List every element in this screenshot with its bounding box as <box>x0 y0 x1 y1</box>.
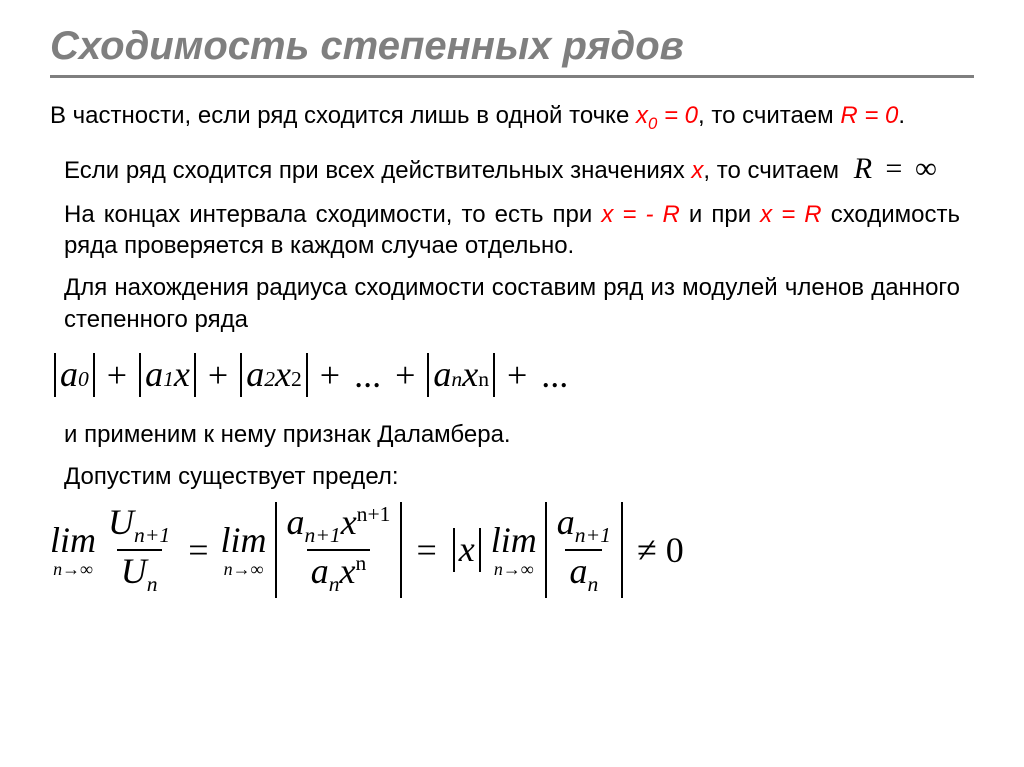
p1-sub-0: 0 <box>648 114 657 133</box>
para-5: и применим к нему признак Даламбера. <box>50 419 974 451</box>
a2-x: x <box>275 355 291 395</box>
fracU-num: Un+1 <box>104 504 174 549</box>
fracU-den: Un <box>117 549 162 596</box>
ax-a-den: a <box>311 551 329 591</box>
para-3: На концах интервала сходимости, то есть … <box>50 199 974 262</box>
para-6: Допустим существует предел: <box>50 461 974 493</box>
eq-1: = <box>188 529 208 571</box>
abs-anxn: anxn <box>427 353 495 397</box>
p3-text-b: и при <box>680 201 760 228</box>
ax-x-num: x <box>341 502 357 542</box>
r-equals-inf: R = ∞ <box>854 152 939 185</box>
lim3-sub: n→∞ <box>494 560 534 578</box>
p3-eq1: x = - R <box>601 201 680 228</box>
p1-dot: . <box>898 102 905 129</box>
frac-ax-den: anxn <box>307 549 371 596</box>
bigabs-2: an+1 an <box>545 502 623 598</box>
a2-exp: 2 <box>291 368 302 392</box>
plus-4: + <box>395 354 415 396</box>
ax-x-den: x <box>339 551 355 591</box>
bigabs-1: an+1xn+1 anxn <box>275 502 403 598</box>
frac-a-num: an+1 <box>553 504 615 549</box>
an-sub: n <box>451 368 462 392</box>
eq-2: = <box>416 529 436 571</box>
a-den-sub: n <box>587 572 598 596</box>
a0-sub: 0 <box>78 368 89 392</box>
p1-text-b: , то считаем <box>698 102 840 129</box>
p2-text-a: Если ряд сходится при всех действительны… <box>64 157 691 184</box>
p1-var-x: x <box>636 102 648 129</box>
a1-x: x <box>174 355 190 395</box>
U-den: U <box>121 551 147 591</box>
lim-2: lim n→∞ <box>221 522 267 578</box>
series-formula: a0 + a1x + a2x2 + ... + anxn + ... <box>50 353 974 397</box>
p1-eq: = 0 <box>657 102 698 129</box>
para-1: В частности, если ряд сходится лишь в од… <box>50 100 974 135</box>
lim3-text: lim <box>491 522 537 558</box>
frac-ax: an+1xn+1 anxn <box>283 504 395 596</box>
an-x: x <box>462 355 478 395</box>
para-4: Для нахождения радиуса сходимости состав… <box>50 272 974 335</box>
frac-ax-num: an+1xn+1 <box>283 504 395 549</box>
lim2-text: lim <box>221 522 267 558</box>
U-den-sub: n <box>147 572 158 596</box>
an-exp: n <box>478 368 489 392</box>
p3-text-a: На концах интервала сходимости, то есть … <box>64 201 601 228</box>
lim-3: lim n→∞ <box>491 522 537 578</box>
p1-r: R = 0 <box>840 102 898 129</box>
plus-3: + <box>320 354 340 396</box>
dots-2: ... <box>541 354 568 396</box>
U-num-sub: n+1 <box>134 523 170 547</box>
lim-1: lim n→∞ <box>50 522 96 578</box>
plus-5: + <box>507 354 527 396</box>
p2-var-x: x <box>691 157 703 184</box>
abs-a2x2: a2x2 <box>240 353 308 397</box>
a1-a: a <box>145 355 163 395</box>
a2-sub: 2 <box>264 368 275 392</box>
ax-a-num-sub: n+1 <box>305 523 341 547</box>
lim2-sub: n→∞ <box>224 560 264 578</box>
plus-1: + <box>107 354 127 396</box>
para-2: Если ряд сходится при всех действительны… <box>50 149 974 189</box>
lim1-text: lim <box>50 522 96 558</box>
ax-x-num-exp: n+1 <box>357 502 391 526</box>
ax-a-den-sub: n <box>329 572 340 596</box>
ax-x-den-exp: n <box>355 551 366 575</box>
ax-a-num: a <box>287 502 305 542</box>
a2-a: a <box>246 355 264 395</box>
abs-x: x <box>453 528 481 572</box>
abs-a1x: a1x <box>139 353 196 397</box>
a-den: a <box>569 551 587 591</box>
p1-text-a: В частности, если ряд сходится лишь в од… <box>50 102 636 129</box>
p3-eq2: x = R <box>760 201 821 228</box>
abs-a0: a0 <box>54 353 95 397</box>
dots-1: ... <box>354 354 381 396</box>
lim1-sub: n→∞ <box>53 560 93 578</box>
frac-a: an+1 an <box>553 504 615 596</box>
plus-2: + <box>208 354 228 396</box>
a1-sub: 1 <box>163 368 174 392</box>
a0-a: a <box>60 355 78 395</box>
frac-a-den: an <box>565 549 602 596</box>
slide-title: Сходимость степенных рядов <box>50 24 974 78</box>
p2-text-b: , то считаем <box>703 157 839 184</box>
neq-0: ≠ 0 <box>637 529 684 571</box>
limit-formula: lim n→∞ Un+1 Un = lim n→∞ an+1xn+1 anxn <box>50 502 974 598</box>
a-num-sub: n+1 <box>575 523 611 547</box>
U-num: U <box>108 502 134 542</box>
a-num: a <box>557 502 575 542</box>
abs-x-val: x <box>459 530 475 570</box>
an-a: a <box>433 355 451 395</box>
frac-U: Un+1 Un <box>104 504 174 596</box>
